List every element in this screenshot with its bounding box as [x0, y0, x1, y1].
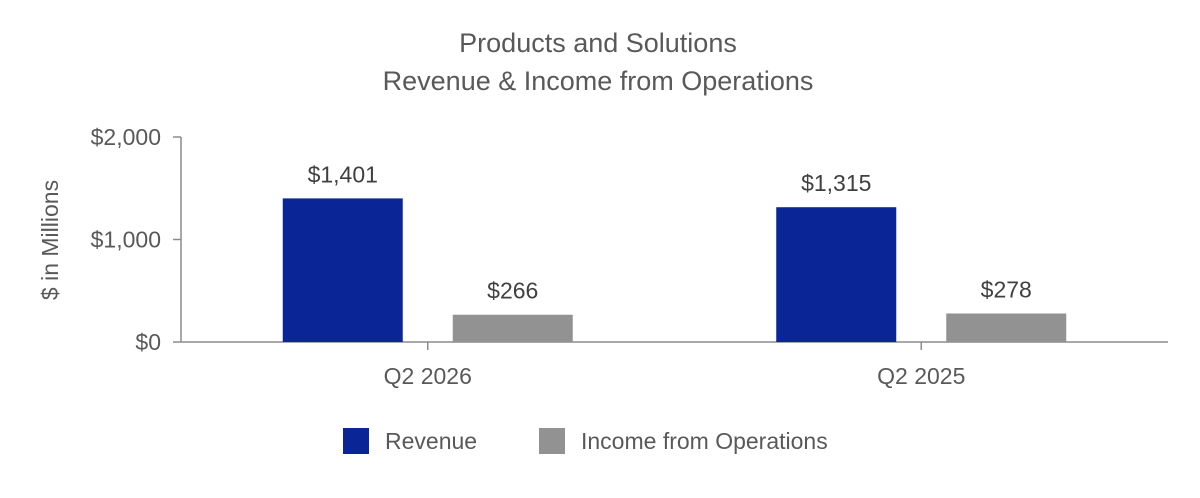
bar-revenue: [776, 207, 897, 342]
chart-title-line-2: Revenue & Income from Operations: [383, 66, 814, 96]
bar-income-from-operations: [946, 313, 1067, 342]
y-axis: $0 $1,000 $2,000: [91, 124, 182, 355]
legend-swatch-income-from-operations: [539, 428, 565, 454]
data-label: $278: [981, 277, 1032, 303]
x-axis: Q2 2026 Q2 2025: [181, 341, 1168, 389]
legend: Revenue Income from Operations: [343, 428, 828, 454]
data-label: $266: [487, 278, 538, 304]
legend-label: Income from Operations: [581, 428, 828, 454]
bar-revenue: [282, 198, 403, 342]
data-label: $1,315: [801, 170, 871, 196]
bar-income-from-operations: [452, 314, 573, 342]
data-label: $1,401: [308, 161, 378, 187]
legend-swatch-revenue: [343, 428, 369, 454]
x-tick-label: Q2 2026: [384, 363, 472, 389]
legend-label: Revenue: [385, 428, 477, 454]
y-axis-title: $ in Millions: [37, 180, 63, 300]
bars-group: $1,401 $266 $1,315 $278: [282, 161, 1067, 342]
chart-title-line-1: Products and Solutions: [459, 28, 737, 58]
y-tick-label: $1,000: [91, 227, 161, 253]
y-tick-label: $2,000: [91, 124, 161, 150]
x-tick-label: Q2 2025: [877, 363, 965, 389]
y-tick-label: $0: [135, 329, 161, 355]
